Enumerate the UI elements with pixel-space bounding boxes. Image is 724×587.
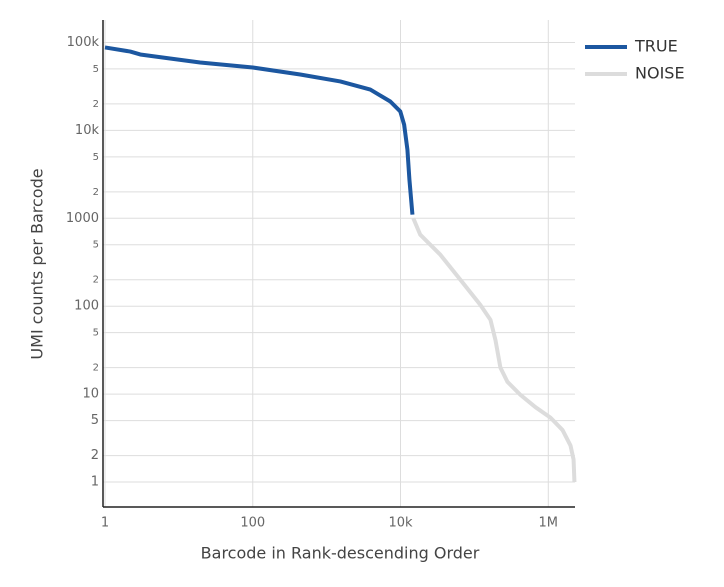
y-tick-label: 2: [93, 99, 99, 110]
series-line: [411, 217, 577, 483]
series-line: [104, 45, 415, 215]
y-tick-label: 5: [93, 152, 99, 163]
y-tick-label: 100: [74, 299, 99, 314]
legend-label: TRUE: [634, 37, 678, 56]
y-tick-label: 1000: [66, 211, 99, 226]
y-tick-label: 5: [91, 413, 99, 428]
x-tick-label: 1M: [539, 516, 559, 531]
y-tick-label: 2: [93, 275, 99, 286]
x-tick-label: 100: [240, 516, 265, 531]
x-tick-label: 1: [101, 516, 109, 531]
legend-label: NOISE: [635, 64, 685, 83]
y-tick-label: 5: [93, 328, 99, 339]
y-tick-label: 10k: [75, 123, 100, 138]
y-tick-label: 5: [93, 64, 99, 75]
y-tick-label: 1: [91, 475, 99, 490]
y-tick-label: 5: [93, 240, 99, 251]
y-tick-label: 2: [91, 448, 99, 463]
y-tick-label: 10: [82, 387, 99, 402]
y-axis-title: UMI counts per Barcode: [28, 168, 47, 359]
x-tick-label: 10k: [388, 516, 413, 531]
y-tick-label: 100k: [67, 35, 100, 50]
x-axis-title: Barcode in Rank-descending Order: [201, 544, 480, 563]
y-tick-label: 2: [93, 187, 99, 198]
y-tick-label: 2: [93, 363, 99, 374]
